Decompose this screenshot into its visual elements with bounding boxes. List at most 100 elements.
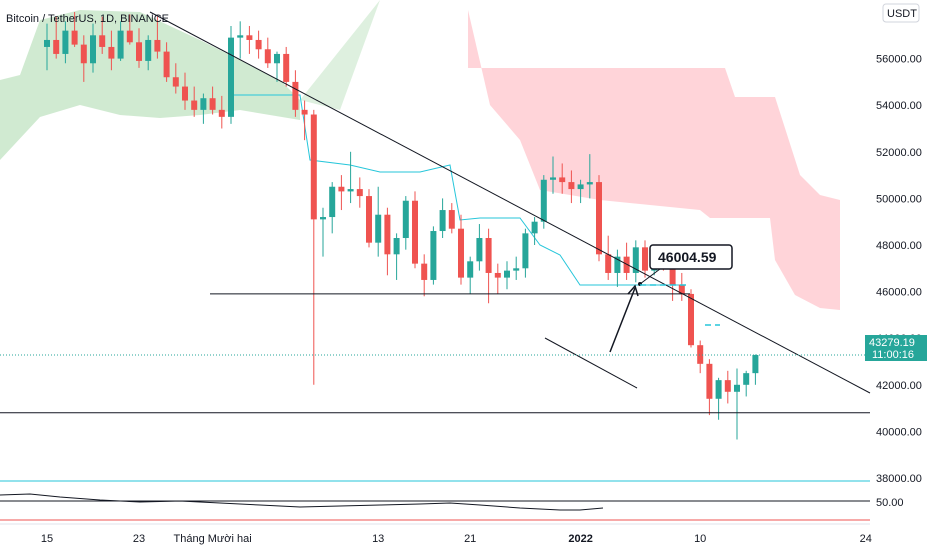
x-tick-label: 21: [464, 533, 476, 545]
candle: [678, 272, 685, 301]
candle-body: [126, 30, 133, 43]
candle: [752, 354, 759, 385]
y-tick-label: 46000.00: [876, 287, 922, 299]
candle: [504, 261, 510, 290]
candle: [632, 240, 639, 283]
candle: [356, 177, 363, 208]
candle: [402, 196, 409, 250]
candle-body: [191, 100, 198, 110]
candle: [614, 249, 621, 287]
rsi-level-label: 50.00: [876, 497, 904, 509]
candle: [200, 93, 207, 124]
candle: [439, 198, 446, 239]
y-axis[interactable]: 56000.00 54000.00 52000.00 50000.00 48000.00…: [876, 54, 922, 485]
candle-body: [71, 30, 78, 45]
candle-body: [182, 86, 188, 101]
candle-body: [494, 272, 501, 278]
candle-body: [255, 39, 262, 50]
candle-body: [697, 345, 704, 364]
candle: [448, 203, 455, 234]
candle-body: [292, 81, 299, 110]
projection-arrow[interactable]: [609, 287, 636, 353]
candle: [145, 35, 152, 71]
candle-body: [393, 238, 400, 255]
candle-body: [310, 114, 317, 220]
candle-body: [108, 46, 115, 59]
candle-body: [485, 238, 492, 273]
candle-body: [264, 49, 271, 64]
candle: [586, 154, 593, 199]
candle: [715, 377, 722, 420]
candle-body: [412, 200, 418, 264]
candle-body: [421, 263, 428, 280]
arrow-head: [627, 284, 639, 297]
candle-body: [623, 256, 630, 273]
candle-body: [688, 293, 694, 346]
candle-body: [338, 186, 345, 192]
y-tick-label: 38000.00: [876, 473, 922, 485]
bull-cloud-top: [300, 0, 380, 110]
x-tick-label: 10: [694, 533, 706, 545]
descending-trendline[interactable]: [149, 11, 871, 394]
candle-body: [228, 37, 234, 117]
candle-body: [467, 261, 474, 278]
candle-body: [218, 109, 225, 117]
candle: [605, 235, 612, 280]
candle-body: [559, 177, 566, 183]
candle-body: [145, 39, 152, 61]
x-tick-label: Tháng Mười hai: [174, 533, 252, 545]
target-label: 46004.59: [658, 249, 717, 265]
candle: [366, 189, 372, 248]
candle-body: [356, 189, 363, 197]
candle: [108, 30, 115, 71]
candle: [136, 28, 142, 68]
candle: [724, 370, 731, 404]
candle-body: [504, 270, 510, 278]
candle-body: [715, 380, 722, 399]
target-callout[interactable]: 46004.59: [649, 244, 733, 270]
candle-body: [439, 210, 446, 232]
candle: [393, 233, 400, 280]
candle-body: [513, 268, 520, 271]
currency-badge[interactable]: USDT: [882, 3, 920, 23]
last-price-countdown: 11:00:16: [872, 349, 914, 361]
candle-body: [448, 210, 455, 229]
candle-body: [80, 44, 87, 64]
candle: [329, 182, 336, 234]
candle: [375, 186, 382, 257]
candle-body: [669, 265, 676, 285]
candle: [117, 21, 124, 61]
x-tick-label: 24: [860, 533, 872, 545]
candle: [531, 217, 538, 245]
candle: [697, 340, 704, 374]
bull-cloud: [0, 10, 300, 160]
candle: [310, 109, 317, 385]
short-trendline[interactable]: [544, 337, 638, 389]
last-price-value: 43279.19: [869, 337, 915, 349]
candle: [172, 63, 179, 94]
candle: [596, 175, 602, 262]
candle-body: [154, 39, 161, 52]
y-tick-label: 48000.00: [876, 240, 922, 252]
bear-cloud: [468, 10, 840, 310]
candle-body: [375, 214, 382, 243]
candle: [209, 86, 216, 115]
x-tick-label: 13: [372, 533, 384, 545]
candle-body: [402, 200, 409, 239]
candle: [99, 16, 106, 54]
candle: [320, 207, 326, 257]
candle: [53, 16, 60, 59]
candle: [706, 359, 713, 416]
candle: [494, 263, 501, 294]
drawing-lines[interactable]: [0, 11, 871, 414]
x-tick-label: 2022: [568, 533, 592, 545]
candle-body: [274, 53, 280, 64]
x-tick-label: 23: [133, 533, 145, 545]
candle-body: [117, 30, 124, 59]
candle: [513, 256, 520, 280]
x-tick-label: 15: [41, 533, 53, 545]
candle-body: [522, 233, 529, 269]
last-price-box: 43279.19 11:00:16: [865, 335, 927, 361]
